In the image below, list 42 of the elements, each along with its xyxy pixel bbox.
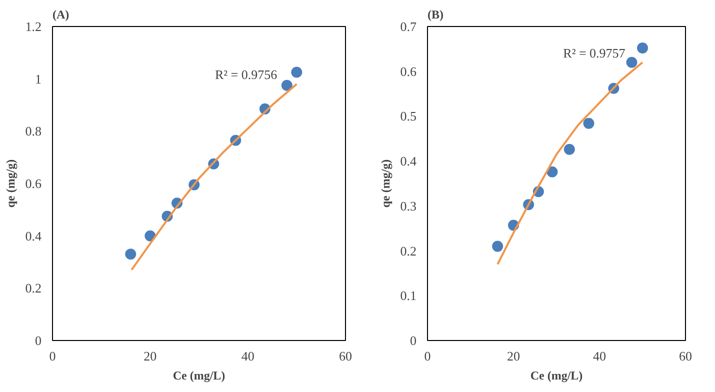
annotation: R² = 0.9757	[563, 45, 626, 60]
y-tick-label: 0.4	[400, 154, 417, 169]
chart-title: (B)	[428, 8, 444, 22]
y-tick-label: 0	[410, 333, 416, 348]
x-axis-title: Ce (mg/L)	[530, 368, 583, 382]
y-tick-label: 1	[35, 71, 42, 86]
point	[125, 248, 136, 260]
chart-title: (A)	[52, 8, 70, 22]
x-tick-label: 40	[593, 348, 606, 364]
y-tick-label: 0.2	[400, 243, 416, 258]
x-tick-label: 60	[339, 348, 352, 364]
x-tick-label: 20	[144, 348, 157, 364]
line-series	[130, 83, 298, 271]
y-tick-label: 0.6	[400, 64, 417, 79]
annotation: R² = 0.9756	[214, 67, 278, 82]
y-tick-label: 0.8	[25, 124, 42, 139]
x-axis-title: Ce (mg/L)	[172, 368, 226, 382]
y-tick-label: 0.4	[25, 228, 42, 244]
x-tick-label: 20	[507, 348, 520, 364]
y-axis-title: qe (mg/g)	[378, 159, 392, 208]
point	[637, 42, 648, 54]
y-tick-label: 0.7	[400, 19, 417, 34]
y-tick-label: 0.3	[400, 198, 416, 214]
x-tick-label: 60	[679, 348, 692, 364]
x-tick-label: 0	[424, 348, 431, 364]
y-tick-label: 0	[35, 333, 42, 348]
y-tick-label: 0.6	[25, 176, 42, 191]
y-tick-label: 0.5	[400, 108, 416, 124]
point	[291, 66, 302, 78]
y-axis-title: qe (mg/g)	[3, 159, 18, 208]
point	[626, 56, 638, 68]
point	[281, 80, 292, 91]
y-tick-label: 0.1	[400, 288, 416, 304]
line-series	[496, 61, 644, 266]
y-tick-label: 0.2	[25, 280, 42, 296]
y-tick-label: 1.2	[25, 19, 42, 34]
point	[564, 144, 575, 155]
x-tick-label: 0	[49, 348, 56, 364]
point	[546, 166, 558, 178]
point	[492, 240, 504, 252]
point	[583, 118, 594, 129]
x-tick-label: 40	[241, 348, 254, 364]
